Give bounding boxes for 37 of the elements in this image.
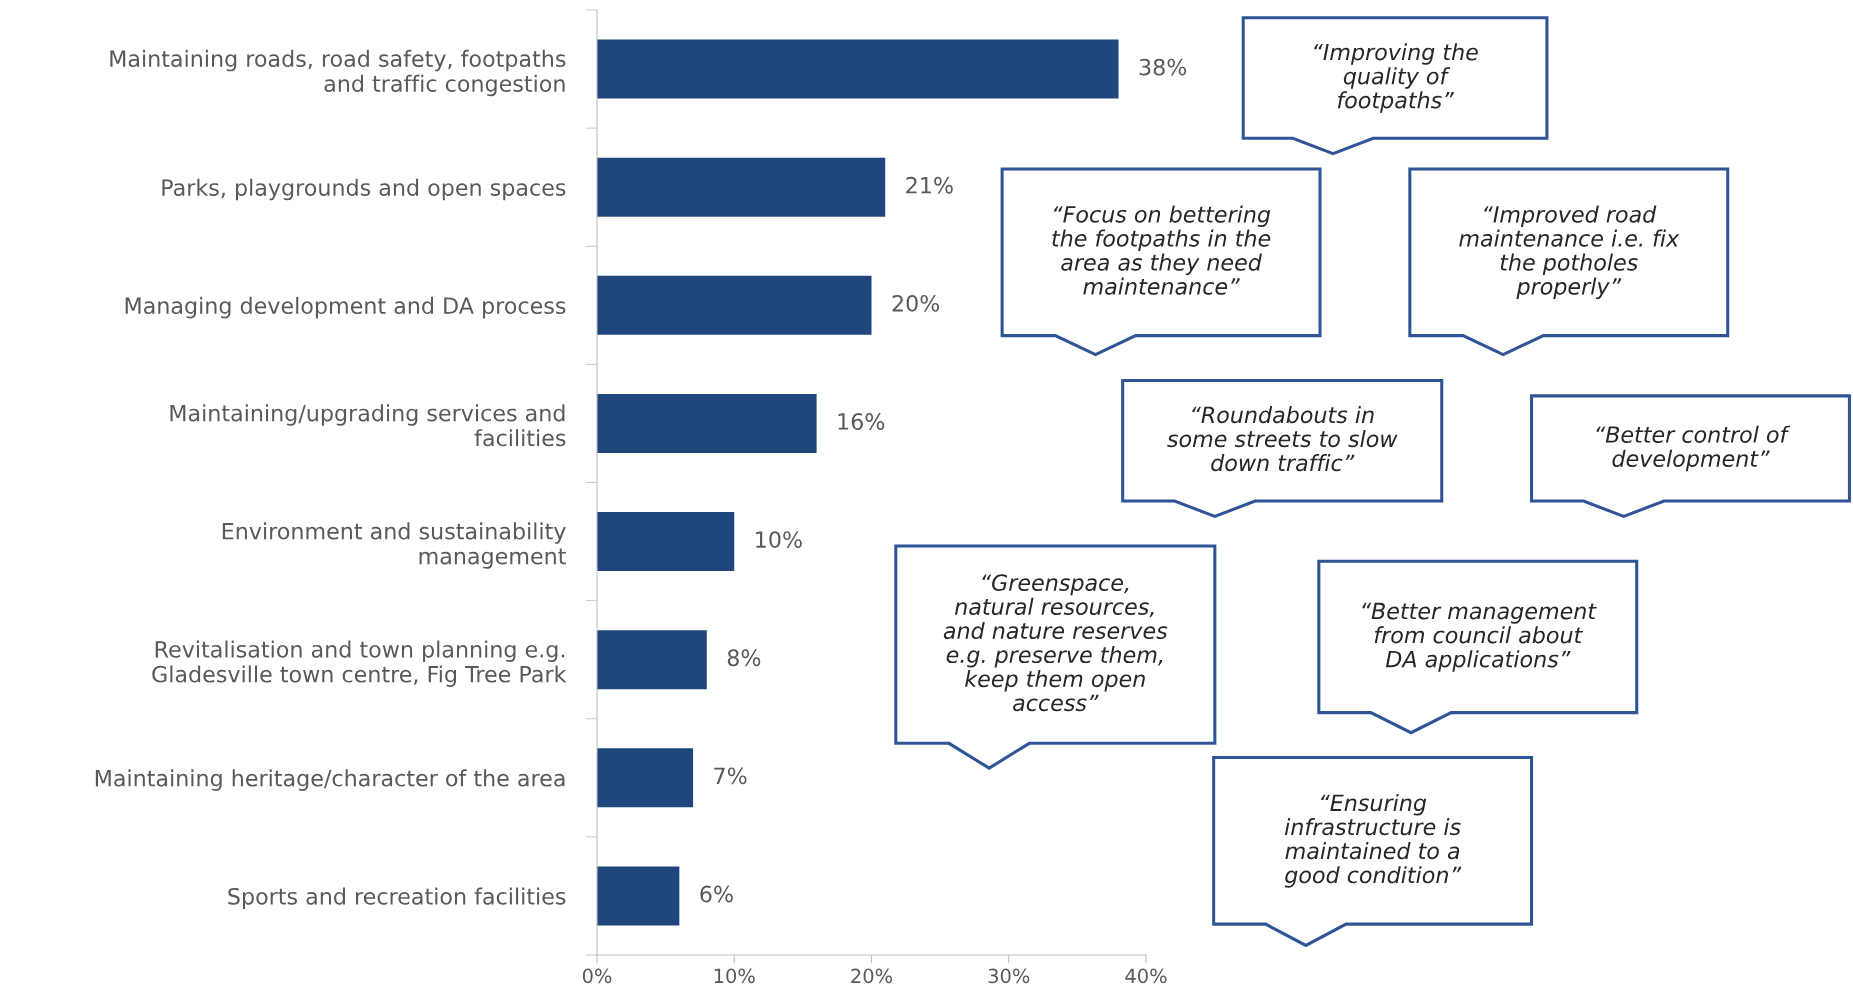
bar [597, 630, 707, 690]
data-label: 7% [714, 767, 747, 785]
y-tick-label: Sports and recreation facilities [228, 887, 566, 909]
bar [597, 748, 694, 808]
text: “Improving the quality of footpaths” [1314, 43, 1478, 113]
data-label: 8% [727, 649, 761, 667]
y-tick-label: Maintaining heritage/character of the area [95, 769, 565, 791]
y-tick-label: Managing development and DA process [125, 296, 566, 319]
text: “Better management from council about DA applications” [1362, 602, 1597, 672]
annotation: “Focus on bettering the footpaths in the area as they need maintenance” [1052, 205, 1271, 295]
x-tick-label: 10% [714, 968, 755, 984]
data-label: 6% [700, 885, 733, 903]
bar [597, 393, 817, 453]
bar [597, 157, 886, 217]
x-tick-label: 20% [851, 968, 893, 984]
data-label: 21% [906, 176, 953, 194]
y-tick-label: Maintaining roads, road safety, footpaths and traffic congestion [110, 49, 566, 97]
x-tick-label: 30% [988, 968, 1030, 984]
y-tick-label: Revitalisation and town planning e.g. Gladesville town centre, Fig Tree Park [152, 640, 567, 687]
data-label: 20% [892, 294, 940, 312]
bar [597, 866, 680, 926]
annotation: “Greenspace, natural resources, and nature reserves e.g. preserve them, keep them open access” [943, 574, 1168, 712]
bar [597, 39, 1119, 99]
y-tick-label: Maintaining/upgrading services and facilities [170, 404, 566, 447]
x-tick-label: 0% [582, 968, 612, 984]
text: “Ensuring infrastructure is maintained to a good condition” [1284, 794, 1462, 888]
data-label: 38% [1139, 58, 1187, 76]
y-tick-label: Parks, playgrounds and open spaces [162, 178, 566, 201]
y-tick-label: Environment and sustainability management [222, 522, 566, 569]
data-label: 10% [756, 531, 802, 549]
text: “Roundabouts in some streets to slow down traffic” [1167, 406, 1398, 472]
text: “Better control of development” [1596, 425, 1791, 472]
bar [597, 275, 872, 335]
text: “Improved road maintenance i.e. fix the potholes properly” [1459, 205, 1680, 300]
data-label: 16% [838, 413, 885, 430]
bar [597, 512, 735, 572]
x-tick-label: 40% [1125, 968, 1167, 984]
